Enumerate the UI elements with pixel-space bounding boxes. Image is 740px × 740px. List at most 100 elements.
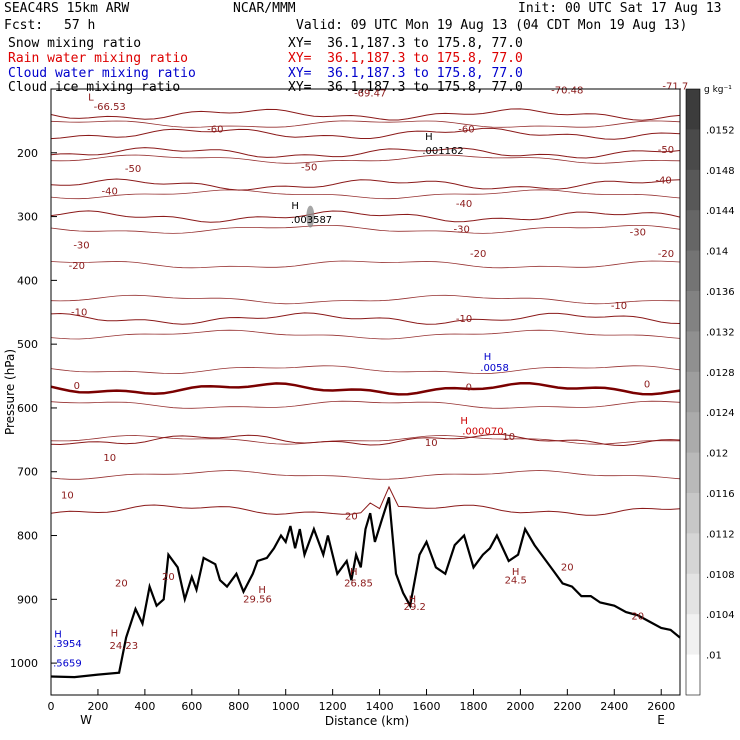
contour-label: -69.47 [354,89,386,100]
contour-label: -50 [125,164,141,175]
contour-label: -50 [658,145,674,156]
contour-label: H [425,132,433,143]
field-snow-name: Snow mixing ratio [8,36,142,51]
contour-line-minor [50,154,681,164]
contour-label: H [350,567,358,578]
contour-label: 29.56 [243,595,272,606]
colorbar-tick-label: .01 [706,651,722,662]
contour-label: H [291,201,299,212]
colorbar-cell [686,210,700,252]
x-tick-label: 1200 [319,700,347,713]
y-tick-label: 900 [17,593,38,606]
x-tick-label: 0 [48,700,55,713]
contour-label: -70.48 [551,86,583,97]
x-tick-label: 1000 [272,700,300,713]
contour-label: -20 [470,249,486,260]
contour-line-minor [50,329,681,340]
colorbar-cell [686,291,700,332]
contour-label: H [460,416,468,427]
contour-label: 26.85 [344,579,373,590]
colorbar-tick-label: .0144 [706,206,735,217]
axes: 0 200 400 600 800 1000 1200 1400 1600 1800 2000 220… [10,147,675,713]
contour-label: -20 [658,249,674,260]
y-tick-label: 200 [17,147,38,160]
contour-line-20 [50,485,681,516]
contour-label: 20 [115,579,128,590]
y-tick-label: 600 [17,402,38,415]
contour-label: .3954 [53,639,82,650]
contour-label: .001162 [422,146,463,157]
colorbar-tick-label: .0132 [706,327,735,338]
contour-label: .0058 [480,363,509,374]
colorbar-cell [686,371,700,413]
contour-label: -40 [655,175,671,186]
contour-label: -40 [456,199,472,210]
field-rain-xy: XY= 36.1,187.3 to 175.8, 77.0 [288,51,523,66]
contour-label: -30 [454,225,470,236]
contour-label: .5659 [53,658,82,669]
contour-label: H [258,585,266,596]
x-tick-label: 2000 [506,700,534,713]
y-tick-label: 400 [17,274,38,287]
contour-label: L [88,93,94,104]
west-label: W [80,713,92,727]
contour-label: 24.23 [109,641,138,652]
x-tick-label: 1800 [459,700,487,713]
contour-line--60 [50,108,681,121]
colorbar-frame [685,88,701,696]
contour-label: 10 [425,438,438,449]
field-cloudice-xy: XY= 36.1,187.3 to 175.8, 77.0 [288,80,523,95]
colorbar-cell [686,129,700,171]
valid-time: Valid: 09 UTC Mon 19 Aug 13 (04 CDT Mon … [296,18,688,33]
temperature-contours [50,108,681,516]
terrain-line [50,496,681,679]
x-axis-label: Distance (km) [325,714,409,728]
contour-label: 10 [502,432,515,443]
colorbar: .0152 .0148 .0144 .014 .0136 .0132 .0128 .0124.… [685,88,735,696]
contour-label: -30 [630,228,646,239]
colorbar-tick-label: .0128 [706,368,735,379]
contour-label: 20 [631,612,644,623]
colorbar-cell [686,614,700,656]
contour-label: 0 [74,381,80,392]
contour-label: -10 [71,308,87,319]
contour-label: H [484,352,492,363]
contour-line-minor [50,365,681,375]
contour-labels: -66.53L -69.47 -70.48 -71.7-60 -60-50 -50-50-… [53,82,688,670]
colorbar-cell [686,533,700,575]
x-tick-label: 400 [134,700,155,713]
x-tick-label: 200 [87,700,108,713]
field-cloudice-name: Cloud ice mixing ratio [8,80,181,95]
contour-line--50 [50,127,681,140]
contour-label: -40 [102,186,118,197]
contour-label: -30 [73,241,89,252]
y-tick-label: 800 [17,530,38,543]
contour-line-minor [50,189,681,200]
contour-label: -66.53 [94,102,126,113]
contour-line-minor [50,400,681,409]
contour-label: H [54,630,62,641]
contour-label: -10 [456,314,472,325]
contour-line-minor [50,120,681,128]
colorbar-cell [686,452,700,494]
y-tick-label: 300 [17,211,38,224]
colorbar-cell [686,250,700,292]
contour-line-0 [50,381,681,396]
y-tick-label: 500 [17,338,38,351]
colorbar-cell [686,412,700,454]
contour-label: 20 [561,563,574,574]
field-cloudwater-name: Cloud water mixing ratio [8,66,196,81]
x-tick-label: 2200 [553,700,581,713]
y-axis-label: Pressure (hPa) [3,349,17,435]
contour-line-minor [50,470,681,480]
contour-label: -10 [611,301,627,312]
colorbar-tick-label: .014 [706,247,728,258]
contour-label: 24.5 [505,575,527,586]
contour-line--20 [50,210,681,223]
contour-label: -60 [207,124,223,135]
contour-label: 20 [162,572,175,583]
colorbar-tick-label: .012 [706,449,728,460]
x-tick-label: 600 [181,700,202,713]
fcst-label: Fcst: [4,18,44,33]
